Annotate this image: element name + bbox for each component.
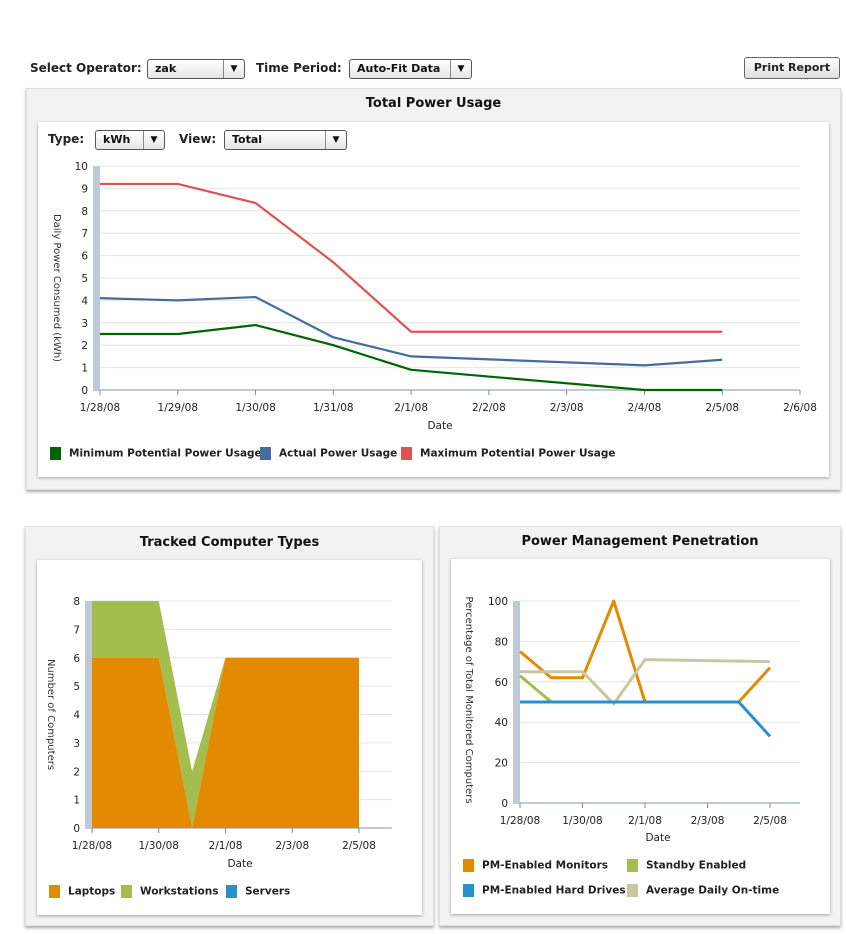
legend-swatch bbox=[401, 447, 412, 460]
legend-item-min: Minimum Potential Power Usage bbox=[50, 447, 262, 460]
legend-item-pm-monitors: PM-Enabled Monitors bbox=[463, 859, 608, 872]
type-value: kWh bbox=[103, 133, 131, 146]
legend-item-laptops: Laptops bbox=[49, 885, 115, 898]
chevron-down-icon: ▼ bbox=[143, 131, 164, 149]
legend-swatch bbox=[49, 885, 60, 898]
power-chart-area: Type: kWh ▼ View: Total ▼ bbox=[38, 122, 829, 477]
legend-swatch bbox=[463, 884, 474, 897]
type-label: Type: bbox=[48, 132, 85, 146]
view-label: View: bbox=[179, 132, 217, 146]
operator-label: Select Operator: bbox=[30, 61, 142, 75]
types-panel-title: Tracked Computer Types bbox=[139, 535, 320, 550]
period-label: Time Period: bbox=[256, 61, 342, 75]
legend-swatch bbox=[226, 885, 237, 898]
legend-label: PM-Enabled Monitors bbox=[482, 859, 609, 872]
legend-label: Standby Enabled bbox=[646, 859, 747, 872]
legend-item-standby: Standby Enabled bbox=[627, 859, 746, 872]
legend-item-ontime: Average Daily On-time bbox=[627, 884, 779, 897]
type-select[interactable]: kWh ▼ bbox=[95, 130, 165, 150]
print-report-button[interactable]: Print Report bbox=[744, 57, 840, 79]
view-value: Total bbox=[232, 133, 263, 146]
legend-label: Servers bbox=[245, 885, 291, 898]
legend-label: Actual Power Usage bbox=[279, 447, 398, 460]
operator-value: zak bbox=[155, 62, 177, 75]
operator-select[interactable]: zak ▼ bbox=[147, 59, 245, 79]
legend-swatch bbox=[260, 447, 271, 460]
legend-label: Workstations bbox=[140, 885, 219, 898]
types-panel: Tracked Computer Types bbox=[25, 526, 434, 926]
legend-label: Minimum Potential Power Usage bbox=[69, 447, 262, 460]
legend-swatch bbox=[463, 859, 474, 872]
view-select[interactable]: Total ▼ bbox=[224, 130, 347, 150]
types-chart-area bbox=[37, 560, 422, 915]
legend-item-max: Maximum Potential Power Usage bbox=[401, 447, 615, 460]
legend-label: Laptops bbox=[68, 885, 116, 898]
chevron-down-icon: ▼ bbox=[223, 60, 244, 78]
power-panel: Total Power Usage Type: kWh ▼ View: Tota… bbox=[26, 88, 841, 490]
legend-item-servers: Servers bbox=[226, 885, 290, 898]
chevron-down-icon: ▼ bbox=[450, 60, 471, 78]
period-select[interactable]: Auto-Fit Data ▼ bbox=[349, 59, 472, 79]
power-panel-title: Total Power Usage bbox=[365, 96, 502, 111]
legend-swatch bbox=[627, 859, 638, 872]
legend-item-hard-drives: PM-Enabled Hard Drives bbox=[463, 884, 626, 897]
legend-swatch bbox=[50, 447, 61, 460]
legend-swatch bbox=[121, 885, 132, 898]
legend-item-workstations: Workstations bbox=[121, 885, 219, 898]
legend-label: Maximum Potential Power Usage bbox=[420, 447, 616, 460]
legend-item-actual: Actual Power Usage bbox=[260, 447, 397, 460]
legend-label: Average Daily On-time bbox=[646, 884, 780, 897]
chevron-down-icon: ▼ bbox=[325, 131, 346, 149]
period-value: Auto-Fit Data bbox=[357, 62, 441, 75]
pm-panel-title: Power Management Penetration bbox=[521, 534, 759, 549]
legend-swatch bbox=[627, 884, 638, 897]
legend-label: PM-Enabled Hard Drives bbox=[482, 884, 626, 897]
